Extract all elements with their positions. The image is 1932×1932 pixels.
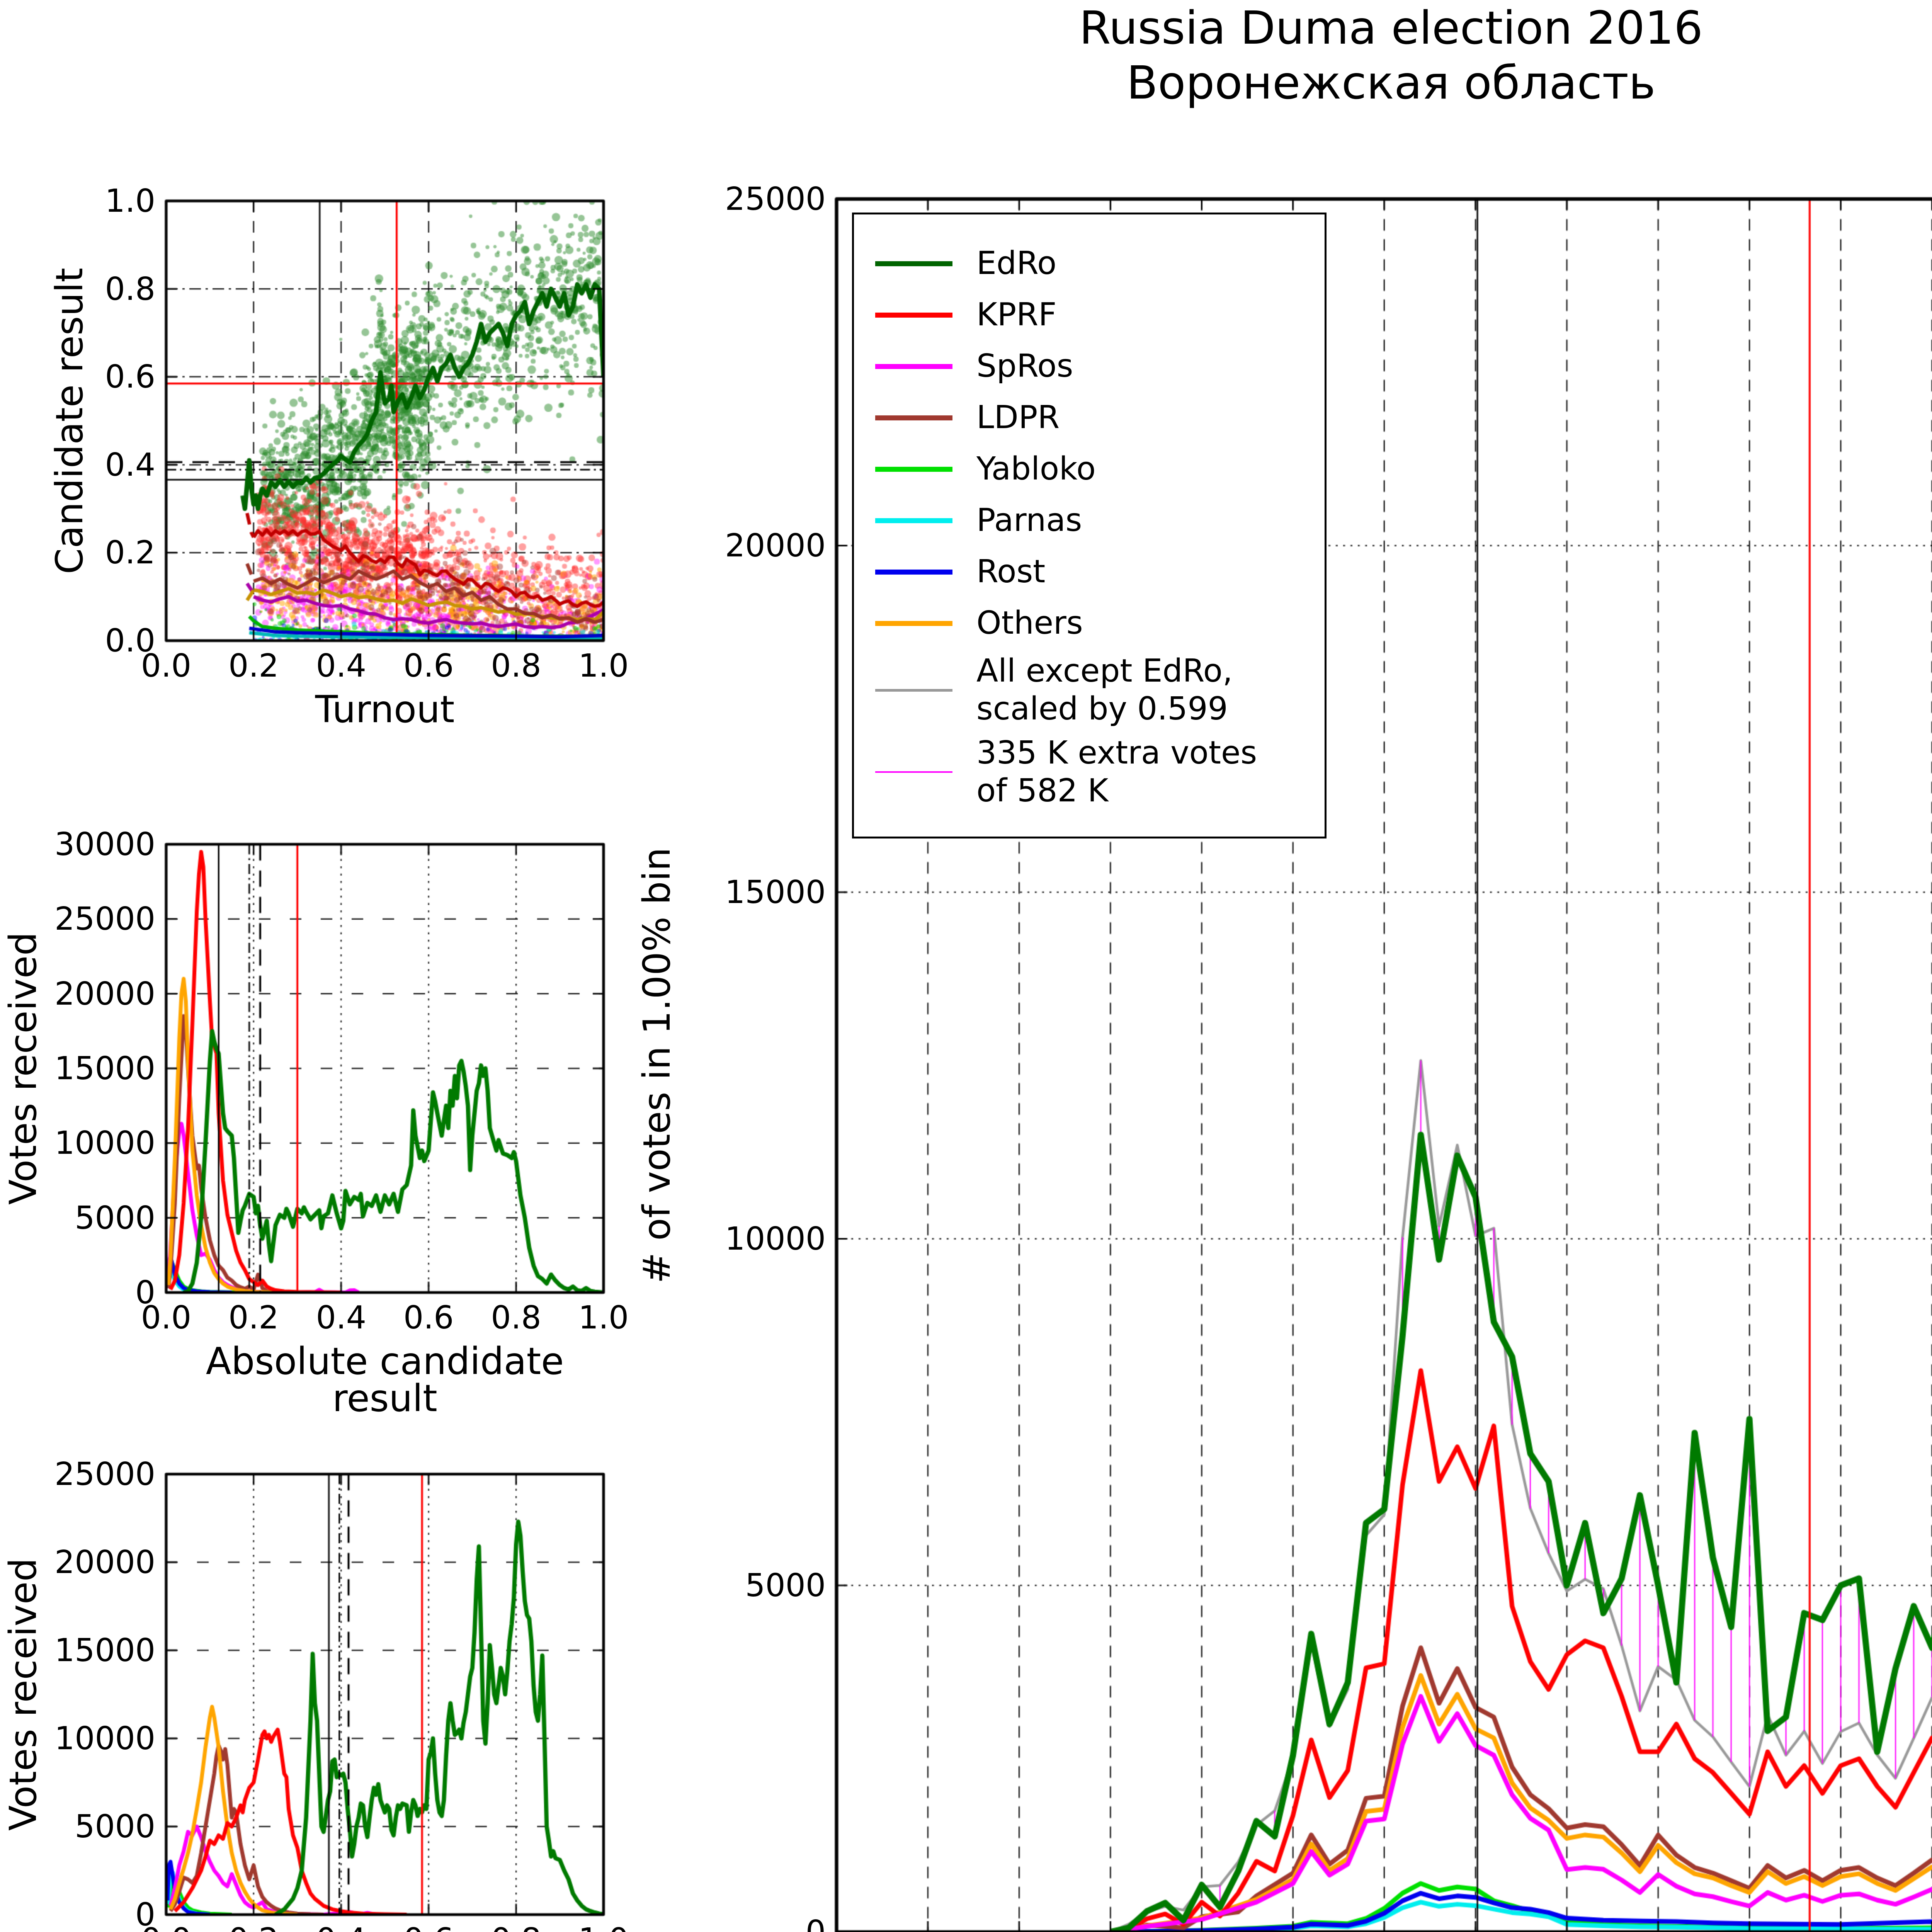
legend-label-extra-votes: 335 K extra votes of 582 K — [976, 734, 1257, 809]
legend-swatch-extra-votes — [875, 771, 952, 773]
scatter-ytick-0.8: 0.8 — [105, 270, 155, 308]
hist-res-xtick-0.2: 0.2 — [215, 1924, 292, 1932]
hist-abs-xtick-0.0: 0.0 — [141, 1299, 192, 1336]
legend-swatch-parnas — [875, 518, 952, 523]
hist-abs-ytick-10000: 10000 — [54, 1125, 155, 1162]
hist-abs-xtick-1.0: 1.0 — [578, 1299, 629, 1336]
scatter-xtick-0.4: 0.4 — [316, 648, 366, 684]
hist-abs-xlabel: Absolute candidate result — [206, 1340, 564, 1420]
legend-swatch-rost — [875, 570, 952, 575]
scatter-ytick-1.0: 1.0 — [105, 183, 155, 219]
scatter-xtick-0.6: 0.6 — [403, 648, 454, 684]
scatter-xtick-0.2: 0.2 — [228, 648, 279, 684]
legend-label-parnas: Parnas — [976, 502, 1082, 539]
legend-item-parnas: Parnas — [875, 495, 1325, 546]
hist-abs-ytick-30000: 30000 — [54, 826, 155, 863]
legend-item-extra-votes: 335 K extra votes of 582 K — [875, 731, 1325, 813]
main-ytick-20000: 20000 — [725, 527, 826, 564]
legend-label-edro: EdRo — [976, 245, 1057, 282]
hist-res-xtick-0.0: 0.0 — [128, 1924, 205, 1932]
hist-abs-xtick-0.8: 0.8 — [491, 1299, 541, 1336]
scatter-ytick-0.0: 0.0 — [105, 622, 155, 659]
hist-res-ylabel-text: Votes received — [2, 1558, 45, 1831]
hist-abs-ytick-20000: 20000 — [54, 975, 155, 1012]
legend-swatch-ldpr — [875, 415, 952, 420]
hist-abs-ytick-5000: 5000 — [75, 1199, 155, 1236]
legend-label-rost: Rost — [976, 553, 1046, 590]
hist-res-ytick-5000: 5000 — [75, 1808, 155, 1845]
hist-abs-ytick-15000: 15000 — [54, 1050, 155, 1087]
legend-label-ldpr: LDPR — [976, 399, 1060, 436]
hist-res-xtick-0.8: 0.8 — [478, 1924, 555, 1932]
legend: EdRo KPRF SpRos LDPR Yabloko Parnas Rost Others… — [852, 213, 1327, 838]
hist-res-ytick-0: 0 — [135, 1896, 155, 1932]
hist-abs-xtick-0.2: 0.2 — [228, 1299, 279, 1336]
scatter-ytick-0.6: 0.6 — [105, 359, 155, 396]
scatter-ylabel-text: Candidate result — [48, 267, 91, 574]
scatter-ytick-0.2: 0.2 — [105, 534, 155, 571]
legend-item-ldpr: LDPR — [875, 392, 1325, 444]
legend-swatch-edro — [875, 261, 952, 266]
main-ylabel: # of votes in 1.00% bin — [634, 199, 680, 1932]
hist-res-xtick-0.6: 0.6 — [390, 1924, 467, 1932]
legend-item-yabloko: Yabloko — [875, 444, 1325, 495]
hist-abs-ylabel-text: Votes received — [2, 932, 45, 1205]
hist-res-xtick-1.0: 1.0 — [565, 1924, 642, 1932]
title-line-2: Воронежская область — [1126, 56, 1656, 109]
legend-swatch-spros — [875, 364, 952, 369]
legend-item-spros: SpRos — [875, 341, 1325, 392]
legend-item-kprf: KPRF — [875, 289, 1325, 341]
title-line-1: Russia Duma election 2016 — [1079, 1, 1703, 54]
hist-abs-xtick-0.6: 0.6 — [403, 1299, 454, 1336]
hist-res-ytick-20000: 20000 — [54, 1544, 155, 1581]
main-ylabel-text: # of votes in 1.00% bin — [635, 847, 679, 1284]
legend-label-all-except-edro: All except EdRo, scaled by 0.599 — [976, 652, 1233, 727]
legend-item-others: Others — [875, 598, 1325, 649]
scatter-xlabel: Turnout — [315, 688, 455, 731]
legend-swatch-yabloko — [875, 467, 952, 472]
scatter-ytick-0.4: 0.4 — [105, 446, 155, 483]
legend-swatch-all-except-edro — [875, 689, 952, 692]
scatter-xtick-0.0: 0.0 — [141, 648, 192, 684]
legend-swatch-kprf — [875, 313, 952, 318]
legend-label-yabloko: Yabloko — [976, 451, 1096, 488]
scatter-xtick-1.0: 1.0 — [578, 648, 629, 684]
main-ytick-10000: 10000 — [725, 1221, 826, 1257]
scatter-ylabel: Candidate result — [46, 201, 93, 641]
legend-label-others: Others — [976, 605, 1083, 642]
hist-abs-xtick-0.4: 0.4 — [316, 1299, 366, 1336]
hist-res-ytick-15000: 15000 — [54, 1632, 155, 1669]
main-ytick-5000: 5000 — [745, 1567, 826, 1604]
hist-res-ylabel: Votes received — [0, 1474, 46, 1915]
hist-res-xtick-0.4: 0.4 — [303, 1924, 380, 1932]
legend-item-all-except-edro: All except EdRo, scaled by 0.599 — [875, 649, 1325, 731]
legend-label-spros: SpRos — [976, 348, 1073, 385]
hist-res-ytick-10000: 10000 — [54, 1720, 155, 1757]
hist-abs-ylabel: Votes received — [0, 844, 46, 1293]
main-ytick-15000: 15000 — [725, 874, 826, 911]
main-ytick-0: 0 — [694, 1917, 826, 1932]
main-ytick-25000: 25000 — [725, 181, 826, 218]
scatter-xtick-0.8: 0.8 — [491, 648, 541, 684]
hist-abs-ytick-25000: 25000 — [54, 901, 155, 938]
legend-label-kprf: KPRF — [976, 296, 1057, 333]
legend-swatch-others — [875, 621, 952, 626]
hist-abs-ytick-0: 0 — [135, 1274, 155, 1311]
hist-res-ytick-25000: 25000 — [54, 1456, 155, 1493]
legend-item-rost: Rost — [875, 546, 1325, 598]
legend-item-edro: EdRo — [875, 238, 1325, 289]
